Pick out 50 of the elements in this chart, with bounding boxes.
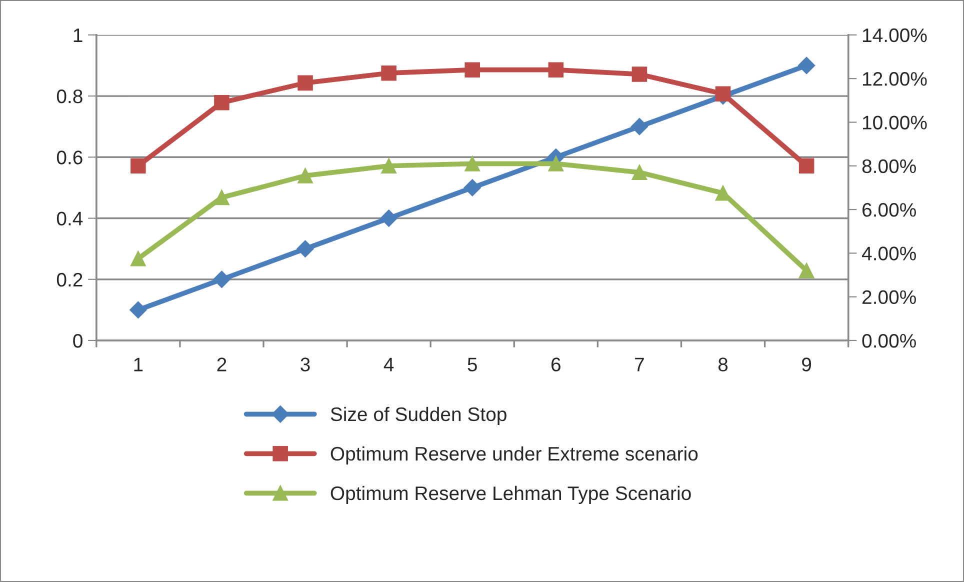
point: [213, 270, 230, 288]
y-tick-label: 0.6: [56, 150, 82, 164]
point: [798, 56, 816, 74]
y2-tick-label: 6.00%: [862, 202, 916, 217]
point: [632, 66, 648, 82]
y2-tick-label: 12.00%: [862, 72, 927, 86]
y-tick-label: 0.2: [56, 272, 82, 287]
y2-tick-label: 2.00%: [862, 290, 916, 304]
y-tick-label: 1: [74, 28, 82, 42]
point: [296, 240, 314, 258]
legend-label: Optimum Reserve under Extreme scenario: [330, 446, 698, 464]
y2-tick-label: 10.00%: [862, 116, 927, 130]
point: [130, 301, 147, 318]
legend-label: Optimum Reserve Lehman Type Scenario: [330, 486, 691, 504]
y2-tick-label: 14.00%: [862, 28, 927, 42]
x-tick-label: 5: [468, 358, 477, 372]
x-tick-label: 4: [384, 358, 394, 372]
y2-tick-label: 4.00%: [862, 246, 916, 260]
point: [381, 65, 396, 81]
y-tick-label: 0.8: [56, 90, 82, 104]
y2-tick-label: 0.00%: [862, 334, 916, 348]
legend-label: Size of Sudden Stop: [330, 406, 506, 425]
point: [548, 62, 564, 78]
point: [630, 118, 648, 136]
point: [298, 168, 313, 184]
y2-tick-label: 8.00%: [862, 159, 916, 174]
point: [464, 62, 480, 78]
point: [548, 156, 564, 172]
point: [380, 210, 398, 227]
point: [214, 94, 230, 110]
x-tick-label: 6: [551, 358, 560, 372]
point: [381, 158, 396, 174]
x-tick-label: 2: [217, 358, 226, 372]
point: [464, 156, 480, 172]
x-tick-label: 9: [802, 358, 812, 372]
y-tick-label: 0: [73, 334, 82, 348]
x-tick-label: 3: [300, 358, 310, 372]
point: [298, 75, 313, 91]
point: [130, 158, 146, 174]
point: [214, 190, 230, 206]
y-tick-label: 0.4: [56, 212, 83, 226]
point: [130, 250, 146, 266]
point: [798, 262, 814, 278]
x-tick-label: 8: [718, 358, 728, 372]
point: [464, 179, 481, 196]
point: [632, 164, 648, 180]
point: [798, 158, 814, 174]
x-tick-label: 7: [635, 358, 644, 372]
point: [715, 86, 731, 102]
x-tick-label: 1: [134, 358, 143, 372]
